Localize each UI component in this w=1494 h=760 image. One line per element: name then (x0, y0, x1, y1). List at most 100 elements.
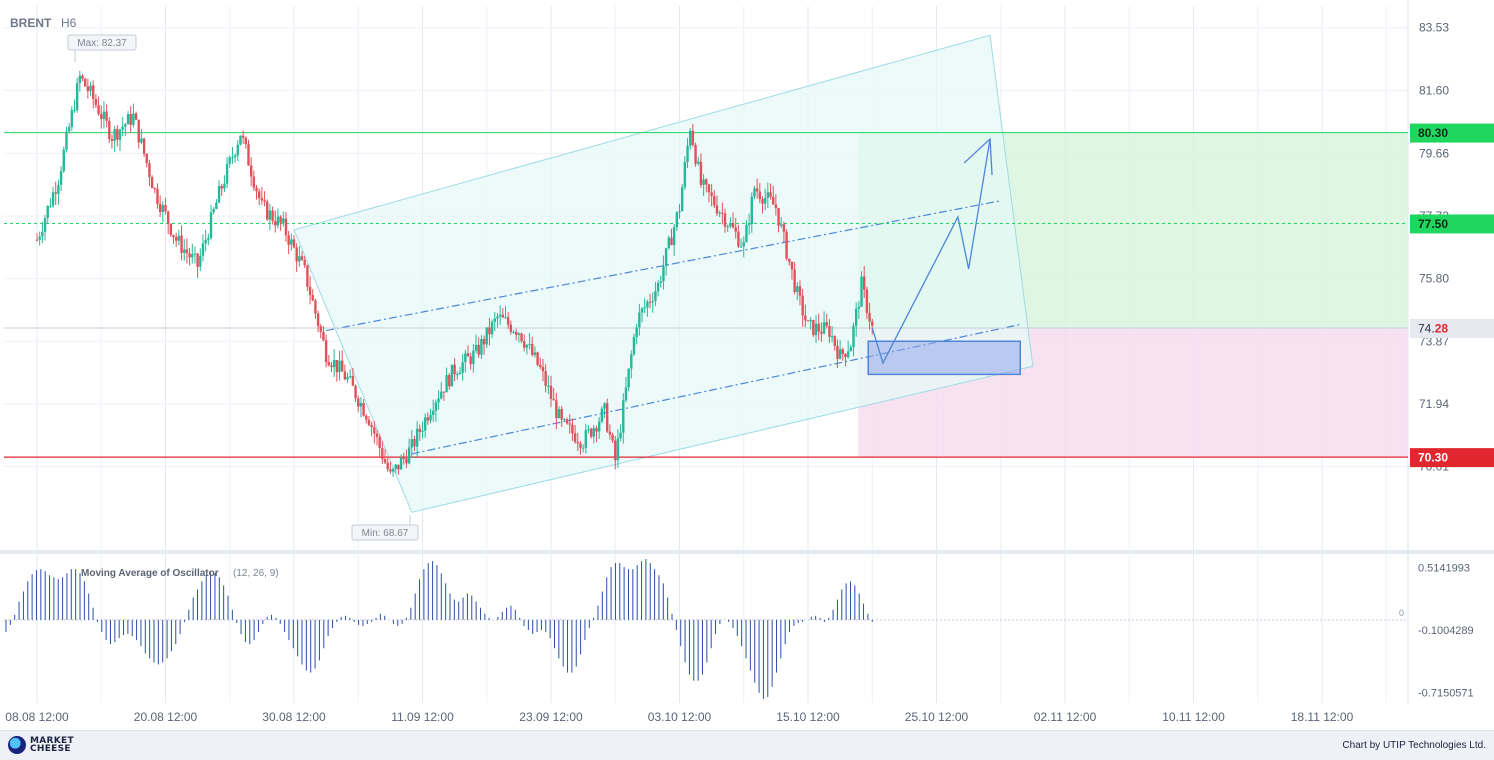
time-tick-label: 23.09 12:00 (519, 710, 583, 724)
candle-up (498, 314, 502, 317)
candle-up (461, 362, 464, 373)
candle-up (434, 402, 438, 411)
candle-down (506, 317, 510, 325)
candle-up (616, 438, 620, 461)
oscillator-name: Moving Average of Oscillator (81, 568, 219, 579)
candle-down (266, 201, 269, 220)
candle-up (627, 368, 630, 388)
time-tick-label: 18.11 12:00 (1291, 710, 1354, 724)
candle-down (54, 192, 57, 194)
candle-up (282, 218, 285, 223)
candle-up (547, 385, 550, 387)
candle-up (223, 183, 226, 189)
candle-down (327, 362, 331, 366)
candle-up (113, 129, 116, 141)
candle-up (747, 224, 751, 226)
candle-down (94, 98, 98, 106)
candle-down (322, 331, 325, 341)
candle-up (587, 428, 590, 431)
candle-up (697, 161, 700, 164)
candle-down (670, 237, 673, 246)
candle-up (456, 374, 459, 376)
candle-up (852, 325, 855, 348)
candle-up (584, 430, 588, 448)
time-tick-label: 10.11 12:00 (1162, 710, 1225, 724)
logo-icon (8, 736, 26, 754)
candle-down (335, 359, 339, 373)
min-label: Min: 68.67 (362, 528, 409, 539)
candle-up (67, 126, 71, 132)
candle-up (678, 210, 681, 213)
candle-up (102, 111, 106, 119)
candle-up (504, 317, 507, 319)
candle-down (868, 312, 871, 322)
candle-up (667, 237, 670, 249)
candle-up (860, 276, 863, 307)
candle-up (268, 210, 272, 220)
candle-up (49, 205, 52, 207)
candle-down (514, 331, 518, 335)
candle-up (225, 163, 229, 184)
candle-up (638, 312, 641, 328)
candle-up (857, 306, 861, 309)
candle-down (560, 409, 563, 420)
candle-down (501, 314, 505, 318)
candle-down (175, 237, 178, 241)
candle-up (233, 155, 237, 158)
candle-down (308, 286, 312, 296)
candle-down (844, 353, 847, 358)
candle-up (124, 124, 127, 127)
candle-down (370, 425, 373, 428)
candle-down (595, 428, 598, 432)
candle-down (694, 145, 697, 164)
candle-up (458, 372, 462, 375)
candle-down (648, 301, 652, 303)
candle-up (228, 157, 231, 164)
candle-up (563, 419, 566, 421)
candle-up (140, 138, 143, 143)
candle-up (65, 131, 68, 150)
candle-down (357, 398, 360, 407)
candle-up (718, 212, 721, 214)
candle-up (822, 322, 826, 334)
min-tooltip: Min: 68.67 (351, 515, 419, 541)
candle-down (362, 402, 365, 416)
candle-down (555, 400, 558, 419)
candle-down (541, 367, 545, 372)
candle-down (83, 78, 87, 87)
candle-up (183, 249, 186, 253)
candle-down (466, 353, 470, 357)
candle-up (118, 129, 122, 140)
candle-down (247, 144, 250, 166)
stop-loss-label: 70.30 (1418, 451, 1448, 465)
candle-down (817, 323, 820, 332)
candle-down (188, 253, 191, 258)
candle-up (656, 282, 660, 292)
candle-down (865, 289, 869, 313)
candle-down (734, 227, 737, 232)
candles (35, 70, 874, 477)
candle-down (771, 196, 775, 205)
candle-down (777, 207, 780, 226)
candle-up (525, 344, 529, 348)
candle-up (640, 308, 644, 313)
candle-up (630, 354, 633, 369)
candle-up (726, 226, 729, 228)
candle-down (713, 195, 716, 206)
candle-down (105, 111, 108, 121)
time-tick-label: 20.08 12:00 (134, 710, 198, 724)
candle-up (59, 170, 63, 185)
current-price-label: 74.28 (1418, 321, 1448, 335)
candle-down (761, 199, 764, 204)
chart-credit: Chart by UTIP Technologies Ltd. (1342, 740, 1486, 751)
candle-up (450, 364, 454, 387)
candle-up (349, 376, 352, 378)
candle-up (126, 114, 130, 125)
candle-down (418, 428, 422, 432)
candle-up (624, 387, 628, 401)
candle-down (769, 192, 772, 197)
candle-down (378, 437, 381, 449)
candle-down (820, 331, 823, 334)
candle-down (306, 265, 309, 287)
candle-up (399, 457, 403, 470)
